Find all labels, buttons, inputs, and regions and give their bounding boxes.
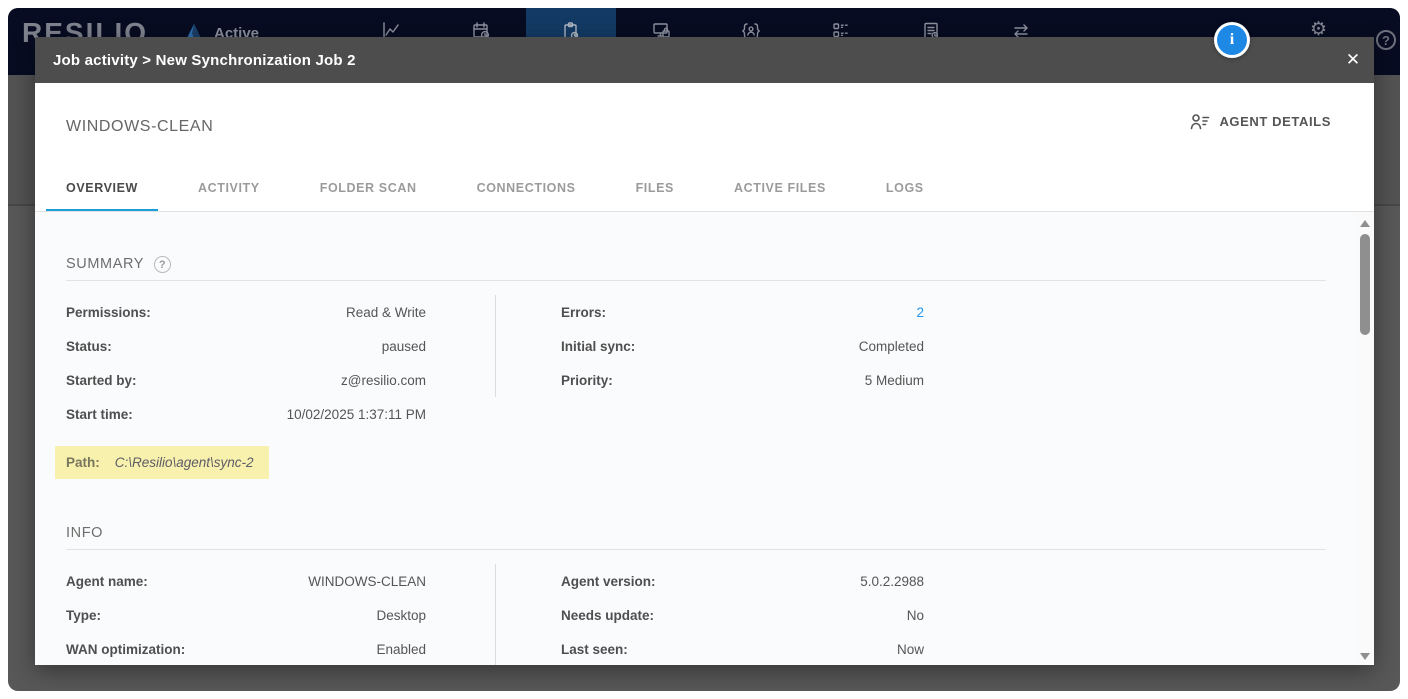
nav-groups-icon[interactable] [706, 8, 796, 75]
nav-transfers-arrows-icon[interactable] [976, 8, 1066, 75]
summary-columns: Permissions: Read & Write Status: paused… [55, 295, 1326, 479]
field-row-errors: Errors: 2 [561, 295, 924, 329]
field-label: Type: [66, 607, 102, 623]
field-label: Permissions: [66, 304, 151, 320]
info-left-column: Agent name: WINDOWS-CLEAN Type: Desktop … [66, 564, 495, 665]
field-value: No [906, 607, 924, 623]
summary-right-column: Errors: 2 Initial sync: Completed Priori… [495, 295, 924, 397]
tab-overview[interactable]: OVERVIEW [46, 167, 158, 212]
tab-activity[interactable]: ACTIVITY [197, 181, 260, 195]
tab-files[interactable]: FILES [635, 181, 674, 195]
modal-header: Job activity > New Synchronization Job 2… [35, 37, 1374, 83]
tab-connections[interactable]: CONNECTIONS [476, 181, 576, 195]
field-row-last-seen: Last seen: Now [561, 632, 924, 665]
field-value: paused [381, 338, 426, 354]
field-value: Now [896, 641, 924, 657]
info-divider [66, 549, 1326, 550]
field-value: WINDOWS-CLEAN [308, 573, 426, 589]
tab-bar: OVERVIEW ACTIVITY FOLDER SCAN CONNECTION… [46, 167, 944, 212]
field-value: 10/02/2025 1:37:11 PM [286, 406, 426, 422]
agent-title: WINDOWS-CLEAN [66, 118, 214, 135]
field-label: Status: [66, 338, 112, 354]
agent-person-icon [1191, 114, 1210, 130]
field-row-start-time: Start time: 10/02/2025 1:37:11 PM [66, 397, 426, 431]
field-label: Priority: [561, 372, 613, 388]
field-value: Desktop [376, 607, 426, 623]
field-row-agent-version: Agent version: 5.0.2.2988 [561, 564, 924, 598]
summary-divider [66, 280, 1326, 281]
field-row-needs-update: Needs update: No [561, 598, 924, 632]
nav-agents-computer-icon[interactable] [616, 8, 706, 75]
close-icon[interactable]: ✕ [1345, 50, 1361, 69]
field-value: Completed [858, 338, 924, 354]
info-title-text: INFO [66, 525, 104, 541]
breadcrumb: Job activity > New Synchronization Job 2 [53, 51, 356, 69]
help-icon[interactable]: ? [1376, 30, 1396, 50]
path-highlight: Path: C:\Resilio\agent\sync-2 [55, 446, 269, 479]
info-circle-button[interactable]: i [1214, 22, 1250, 58]
path-label: Path: [66, 455, 100, 470]
settings-gear-icon[interactable]: ⚙ [1310, 19, 1328, 40]
field-value: Read & Write [345, 304, 426, 320]
field-row-type: Type: Desktop [66, 598, 426, 632]
tab-divider [35, 211, 1374, 212]
info-right-column: Agent version: 5.0.2.2988 Needs update: … [495, 564, 924, 665]
field-row-wan-optimization: WAN optimization: Enabled [66, 632, 426, 665]
nav-dashboard-chart-icon[interactable] [346, 8, 436, 75]
field-label: Needs update: [561, 607, 655, 623]
agent-details-label: AGENT DETAILS [1219, 114, 1331, 129]
path-value: C:\Resilio\agent\sync-2 [114, 455, 254, 470]
overview-panel: SUMMARY ? Permissions: Read & Write Stat… [35, 212, 1356, 665]
scrollbar-thumb[interactable] [1360, 234, 1370, 335]
field-label: Last seen: [561, 641, 628, 657]
field-label: Agent name: [66, 573, 148, 589]
info-columns: Agent name: WINDOWS-CLEAN Type: Desktop … [66, 564, 1326, 665]
field-row-started-by: Started by: z@resilio.com [66, 363, 426, 397]
field-row-agent-name: Agent name: WINDOWS-CLEAN [66, 564, 426, 598]
field-row-initial-sync: Initial sync: Completed [561, 329, 924, 363]
nav-policies-list-icon[interactable] [796, 8, 886, 75]
field-row-priority: Priority: 5 Medium [561, 363, 924, 397]
errors-count-link[interactable]: 2 [916, 304, 924, 320]
summary-help-icon[interactable]: ? [154, 256, 172, 273]
field-row-status: Status: paused [66, 329, 426, 363]
info-section-title: INFO [66, 525, 1326, 542]
tab-folder-scan[interactable]: FOLDER SCAN [319, 181, 417, 195]
field-label: Started by: [66, 372, 137, 388]
field-value: 5 Medium [864, 372, 924, 388]
field-label: WAN optimization: [66, 641, 186, 657]
field-label: Errors: [561, 304, 607, 320]
field-value: Enabled [376, 641, 426, 657]
tab-active-files[interactable]: ACTIVE FILES [733, 181, 826, 195]
summary-title-text: SUMMARY [66, 256, 145, 272]
tab-logs[interactable]: LOGS [885, 181, 924, 195]
field-label: Agent version: [561, 573, 656, 589]
field-value: 5.0.2.2988 [860, 573, 924, 589]
summary-left-column: Permissions: Read & Write Status: paused… [55, 295, 495, 479]
field-label: Start time: [66, 406, 133, 422]
field-value: z@resilio.com [341, 372, 426, 388]
field-label: Initial sync: [561, 338, 636, 354]
modal-scrollbar[interactable] [1356, 212, 1374, 665]
field-row-permissions: Permissions: Read & Write [66, 295, 426, 329]
summary-section-title: SUMMARY ? [66, 256, 1326, 273]
agent-details-button[interactable]: AGENT DETAILS [1190, 113, 1331, 130]
job-activity-modal: Job activity > New Synchronization Job 2… [35, 37, 1374, 665]
app-window: RESILIO Active [8, 8, 1400, 691]
scroll-up-arrow-icon[interactable] [1360, 220, 1370, 227]
scroll-down-arrow-icon[interactable] [1360, 653, 1370, 660]
